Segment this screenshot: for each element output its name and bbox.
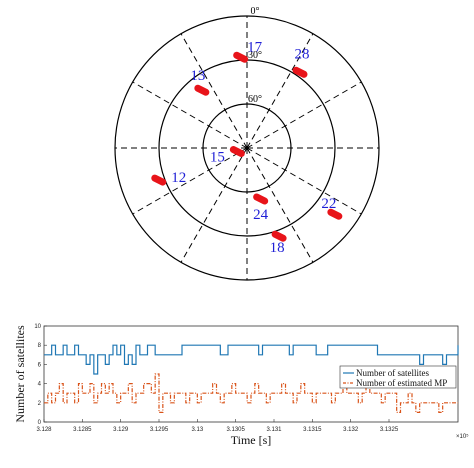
azimuth-spoke-150 <box>246 147 314 263</box>
azimuth-spoke-60 <box>246 81 362 149</box>
skyplot: 0° 30° 60° 17 28 13 15 12 24 18 22 <box>114 6 380 281</box>
y-tick-label: 6 <box>38 362 42 368</box>
satellite-label-22: 22 <box>321 196 336 212</box>
elevation-label-60: 60° <box>248 94 262 105</box>
satellite-label-28: 28 <box>294 46 309 62</box>
legend-box <box>339 365 457 389</box>
azimuth-spoke-330 <box>180 33 248 149</box>
satellite-label-24: 24 <box>253 207 269 223</box>
azimuth-spoke-240 <box>132 147 248 215</box>
x-tick-label: 3.1315 <box>303 427 322 433</box>
satellite-track-24 <box>253 193 269 205</box>
satellite-track-28 <box>292 66 308 78</box>
x-tick-label: 3.132 <box>343 427 359 433</box>
y-tick-label: 8 <box>38 343 42 349</box>
satellite-track-15 <box>229 146 245 158</box>
series-line-0 <box>44 344 459 375</box>
satellite-count-plot: 0 2 4 6 8 10 3.128 3.1285 3.129 3.1295 3.13 3.1305 3… <box>13 324 469 447</box>
y-tick-label: 0 <box>38 420 42 426</box>
azimuth-label-0: 0° <box>251 6 260 17</box>
x-tick-label: 3.1295 <box>150 427 169 433</box>
x-tick-label: 3.129 <box>113 427 129 433</box>
y-axis-title: Number of satellites <box>13 325 27 423</box>
x-axis-title: Time [s] <box>231 433 272 447</box>
satellite-label-15: 15 <box>210 150 225 166</box>
satellite-track-13 <box>194 84 210 96</box>
satellite-label-13: 13 <box>190 68 205 84</box>
satellite-label-12: 12 <box>171 170 186 186</box>
x-tick-label: 3.1285 <box>73 427 92 433</box>
x-tick-label: 3.13 <box>191 427 203 433</box>
x-tick-label: 3.131 <box>266 427 282 433</box>
y-tick-label: 2 <box>38 401 42 407</box>
legend-label-0: Number of satellites <box>356 368 429 378</box>
satellite-track-17 <box>233 51 249 63</box>
legend-label-1: Number of estimated MP <box>356 378 447 388</box>
elevation-label-30: 30° <box>248 50 262 61</box>
x-tick-label: 3.1305 <box>226 427 245 433</box>
azimuth-spoke-300 <box>132 81 248 149</box>
x-tick-label: 3.128 <box>36 427 52 433</box>
y-tick-label: 10 <box>34 324 41 330</box>
x-exponent-label: ×10⁵ <box>456 433 469 440</box>
satellite-label-18: 18 <box>270 240 285 256</box>
azimuth-spoke-30 <box>246 33 314 149</box>
series-line-1 <box>44 373 458 413</box>
satellite-label-17: 17 <box>247 39 263 55</box>
satellite-track-18 <box>271 230 287 242</box>
azimuth-spoke-120 <box>246 147 362 215</box>
satellite-track-12 <box>151 174 167 186</box>
azimuth-spoke-210 <box>180 147 248 263</box>
y-tick-label: 4 <box>38 382 42 388</box>
x-tick-label: 3.1325 <box>380 427 399 433</box>
satellite-track-22 <box>327 208 343 220</box>
